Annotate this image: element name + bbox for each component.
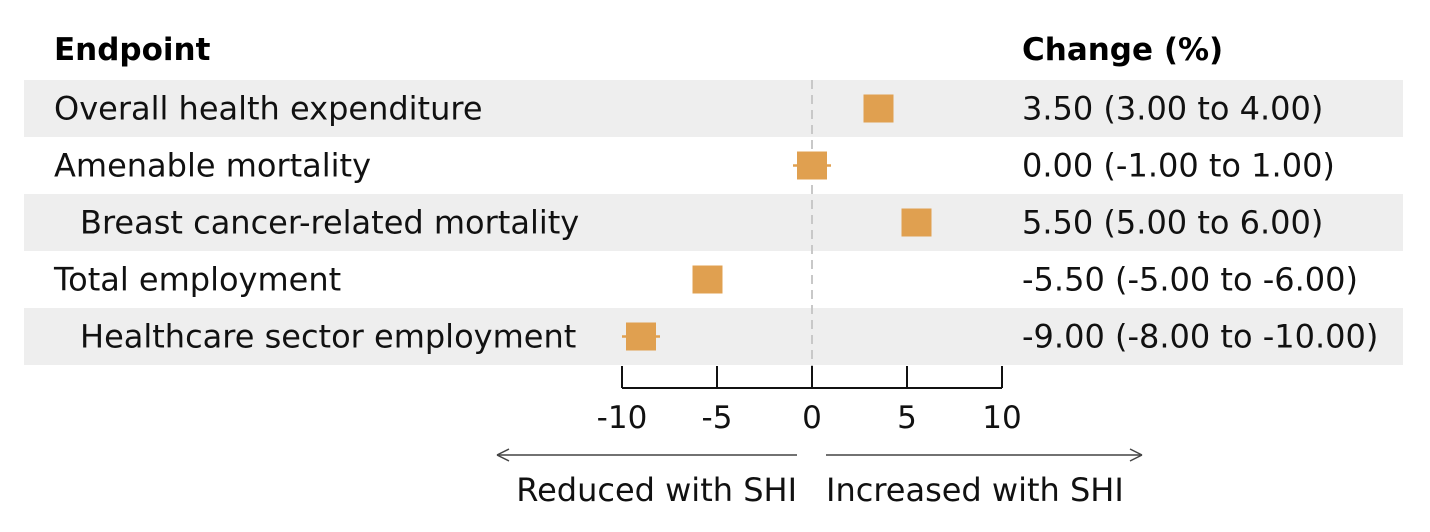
endpoint-label: Breast cancer-related mortality	[80, 204, 579, 242]
endpoint-label: Healthcare sector employment	[80, 318, 576, 356]
tick-label: -10	[597, 400, 648, 436]
tick-label: 10	[982, 400, 1021, 436]
endpoint-label: Amenable mortality	[54, 147, 371, 185]
endpoint-label: Total employment	[53, 261, 341, 299]
row-background	[24, 194, 1403, 251]
left-arrow-head	[496, 448, 510, 462]
plot-rows: Overall health expenditure 3.50 (3.00 to …	[24, 80, 1403, 366]
estimate-marker	[626, 322, 656, 351]
endpoint-label: Overall health expenditure	[54, 90, 483, 128]
x-axis: -10 -5 0 5 10	[597, 366, 1022, 436]
row-marks: Overall health expenditure 3.50 (3.00 to …	[53, 90, 1378, 356]
estimate-marker	[863, 94, 894, 123]
estimate-marker	[797, 151, 827, 180]
change-value: 5.50 (5.00 to 6.00)	[1022, 204, 1323, 242]
estimate-marker	[692, 265, 723, 294]
estimate-marker	[901, 208, 932, 237]
change-value: -5.50 (-5.00 to -6.00)	[1022, 261, 1358, 299]
row-background	[24, 308, 1403, 365]
tick-label: 5	[897, 400, 917, 436]
row-background	[24, 80, 1403, 137]
change-value: -9.00 (-8.00 to -10.00)	[1022, 318, 1378, 356]
tick-label: -5	[702, 400, 733, 436]
increased-label: Increased with SHI	[826, 471, 1124, 509]
reduced-label: Reduced with SHI	[516, 471, 797, 509]
endpoint-header: Endpoint	[54, 32, 211, 68]
right-arrow-head	[1129, 448, 1143, 462]
change-header: Change (%)	[1022, 32, 1223, 68]
row-backgrounds	[24, 80, 1403, 365]
direction-annotations: Reduced with SHI Increased with SHI	[496, 448, 1143, 509]
change-value: 0.00 (-1.00 to 1.00)	[1022, 147, 1335, 185]
change-value: 3.50 (3.00 to 4.00)	[1022, 90, 1323, 128]
tick-label: 0	[802, 400, 822, 436]
